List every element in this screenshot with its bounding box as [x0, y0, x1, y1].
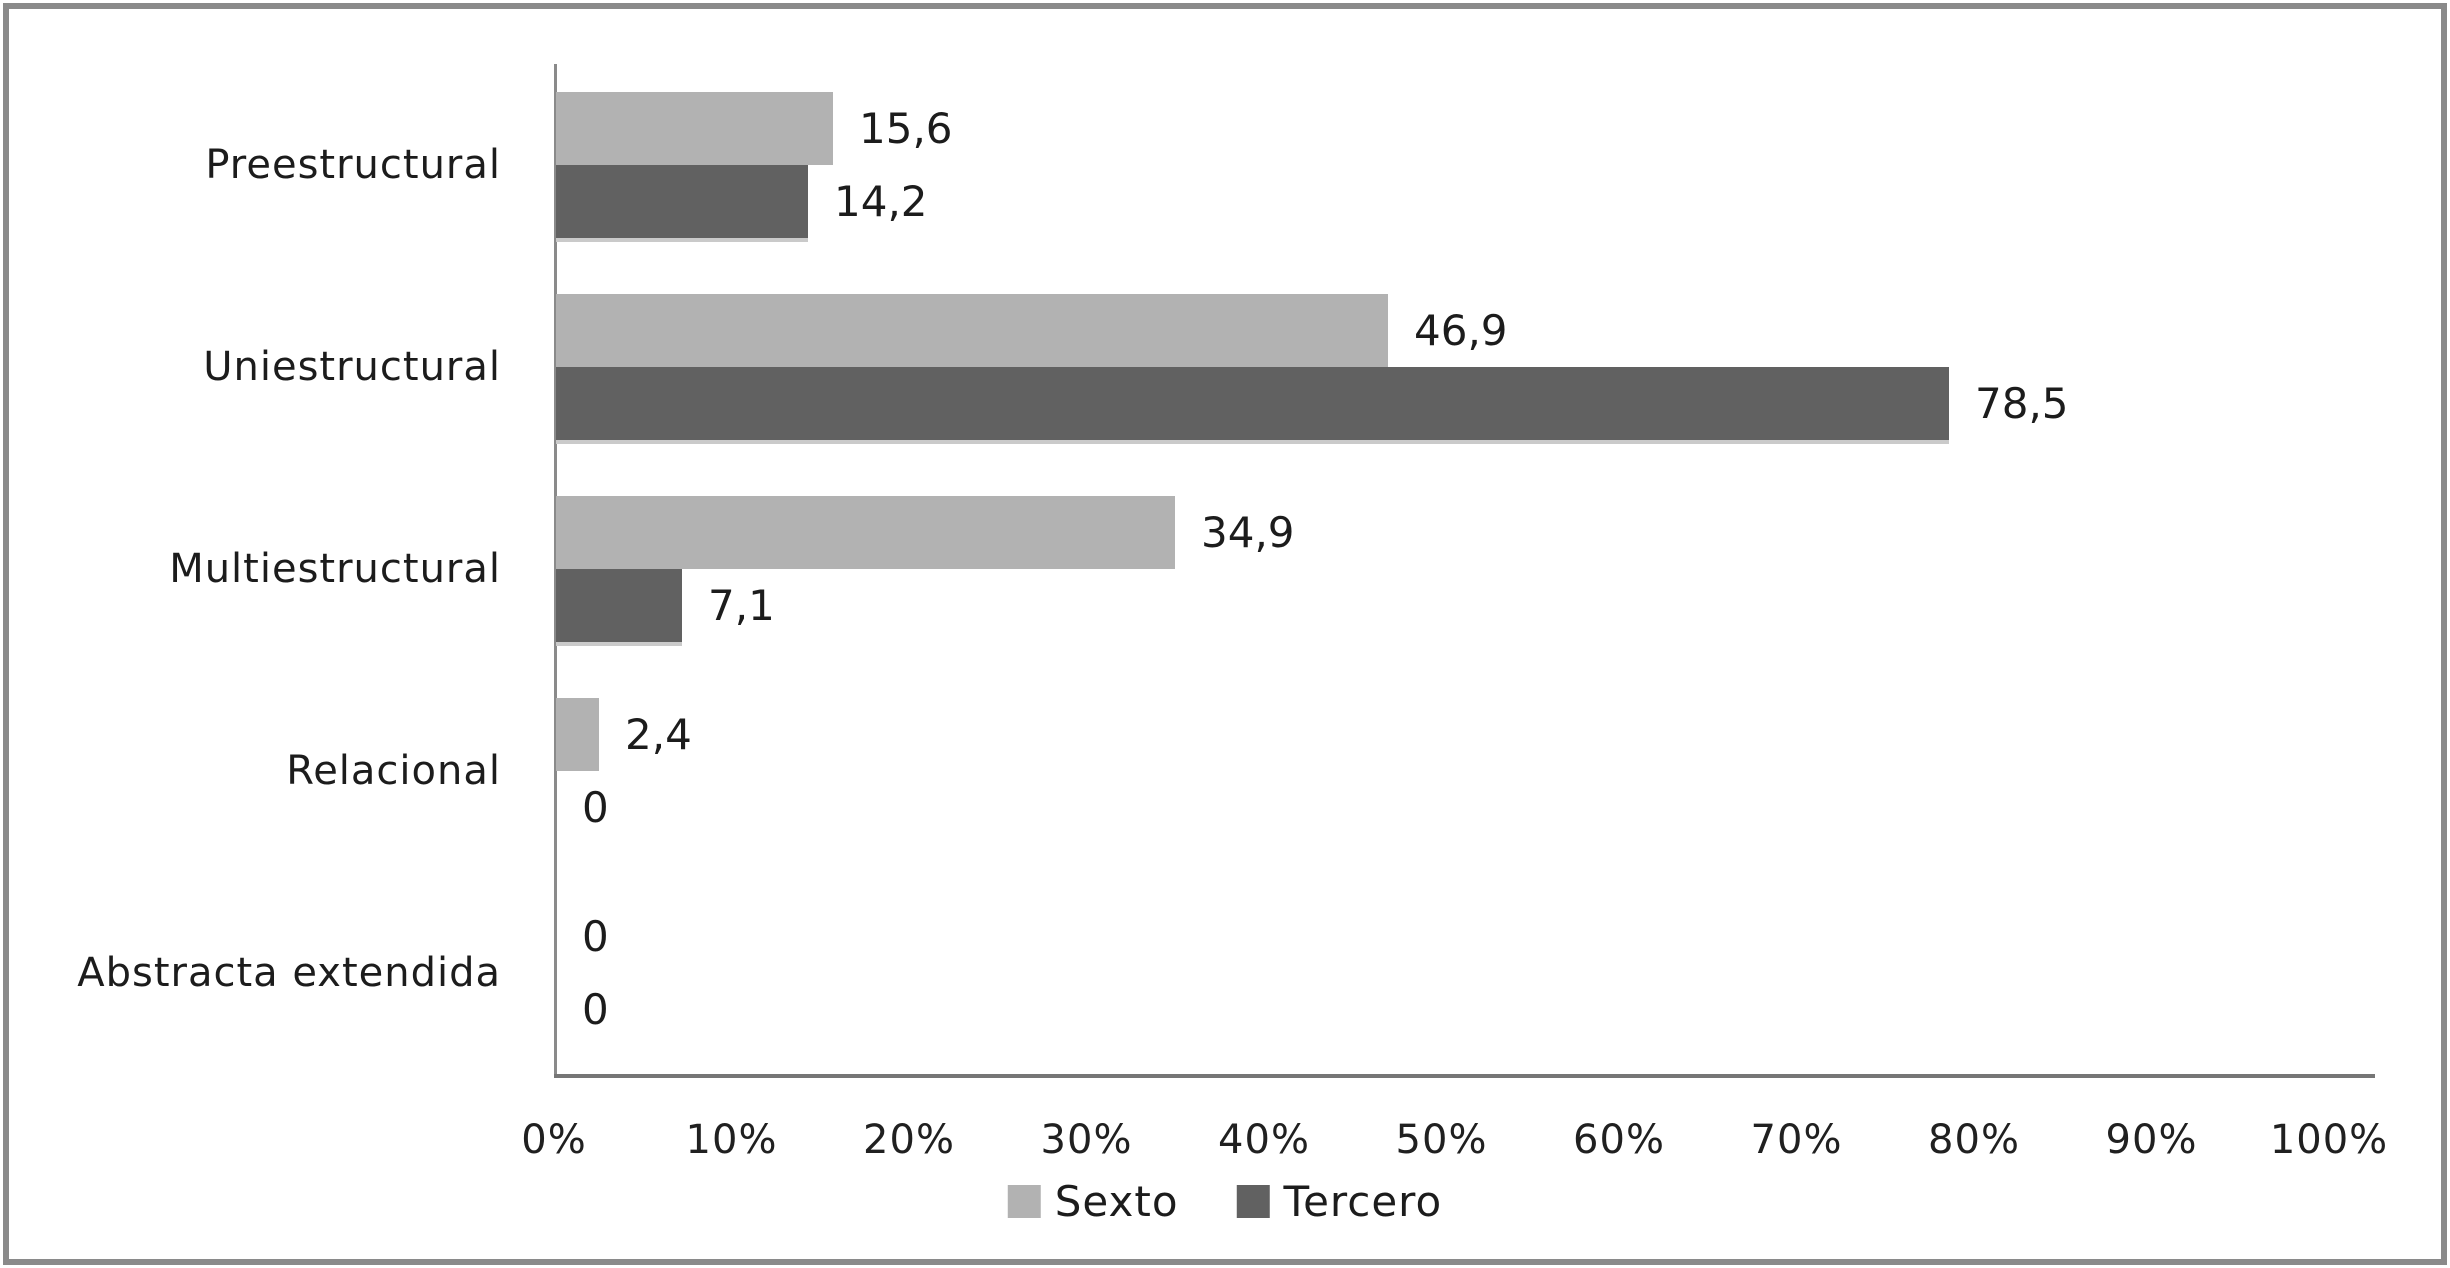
x-axis-tick-label-0-: 0%: [521, 1117, 587, 1163]
x-axis-tick-label-30-: 30%: [1040, 1117, 1133, 1163]
legend-swatch-sexto: [1007, 1185, 1041, 1218]
value-label-sexto-preestructural: 15,6: [859, 104, 953, 153]
bar-tercero-uniestructural: [556, 367, 1949, 440]
x-axis-tick-label-90-: 90%: [2105, 1117, 2198, 1163]
x-axis-tick-label-40-: 40%: [1218, 1117, 1310, 1163]
value-label-sexto-multiestructural: 34,9: [1201, 508, 1295, 557]
category-label-uniestructural: Uniestructural: [203, 344, 501, 390]
x-axis-tick-label-70-: 70%: [1750, 1117, 1843, 1163]
category-label-relacional: Relacional: [286, 748, 501, 794]
x-axis-line: [554, 1074, 2375, 1078]
legend-item-tercero: Tercero: [1236, 1177, 1443, 1226]
legend-item-sexto: Sexto: [1007, 1177, 1179, 1226]
x-axis-tick-label-100-: 100%: [2269, 1117, 2389, 1163]
x-axis-tick-label-10-: 10%: [685, 1117, 778, 1163]
chart-frame: Preestructural 15,6 14,2 Uniestructural 46,9…: [3, 3, 2447, 1265]
value-label-tercero-multiestructural: 7,1: [708, 581, 775, 630]
bar-tercero-preestructural: [556, 165, 808, 238]
value-label-sexto-relacional: 2,4: [625, 710, 692, 759]
value-label-tercero-abstracta-extendida: 0: [582, 985, 609, 1034]
value-label-sexto-abstracta-extendida: 0: [582, 912, 609, 961]
x-axis-tick-label-20-: 20%: [863, 1117, 955, 1163]
value-label-tercero-preestructural: 14,2: [834, 177, 928, 226]
plot-area: Preestructural 15,6 14,2 Uniestructural 46,9…: [9, 9, 2441, 1259]
legend-label-sexto: Sexto: [1054, 1177, 1179, 1226]
value-label-sexto-uniestructural: 46,9: [1414, 306, 1508, 355]
category-label-multiestructural: Multiestructural: [169, 546, 501, 592]
x-axis-tick-label-60-: 60%: [1573, 1117, 1665, 1163]
value-label-tercero-relacional: 0: [582, 783, 609, 832]
legend-label-tercero: Tercero: [1283, 1177, 1443, 1226]
legend-swatch-tercero: [1236, 1185, 1270, 1218]
bar-tercero-multiestructural: [556, 569, 682, 642]
bar-sexto-relacional: [556, 698, 599, 771]
x-axis-tick-label-80-: 80%: [1928, 1117, 2020, 1163]
y-axis-line: [554, 64, 557, 1078]
x-axis-tick-label-50-: 50%: [1395, 1117, 1488, 1163]
category-label-preestructural: Preestructural: [205, 142, 501, 188]
bar-sexto-uniestructural: [556, 294, 1388, 367]
category-label-abstracta-extendida: Abstracta extendida: [77, 950, 501, 996]
bar-sexto-preestructural: [556, 92, 833, 165]
legend: Sexto Tercero: [1007, 1177, 1443, 1226]
value-label-tercero-uniestructural: 78,5: [1975, 379, 2069, 428]
bar-sexto-multiestructural: [556, 496, 1175, 569]
